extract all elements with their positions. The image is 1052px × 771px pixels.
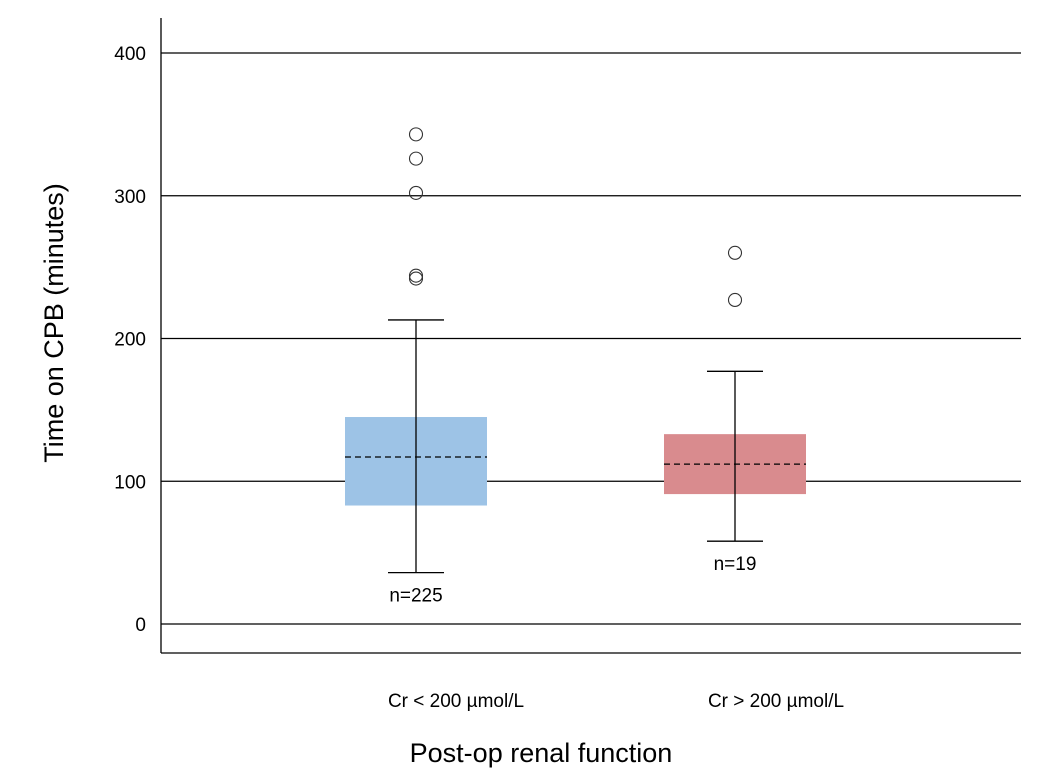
box-group-1: n=225 — [345, 127, 487, 607]
outlier-point — [408, 151, 424, 166]
box-group-2: n=19 — [664, 245, 806, 575]
outlier-point — [408, 268, 424, 283]
y-tick-label: 400 — [114, 44, 146, 65]
y-axis-title: Time on CPB (minutes) — [39, 183, 69, 463]
axes — [160, 18, 1021, 654]
outlier-point — [727, 292, 743, 308]
category-label: Cr > 200 µmol/L — [708, 691, 844, 712]
x-axis-title: Post-op renal function — [410, 738, 673, 768]
outlier-point — [408, 271, 424, 286]
n-label: n=19 — [714, 554, 757, 575]
category-label: Cr < 200 µmol/L — [388, 691, 524, 712]
outlier-point — [727, 245, 743, 260]
y-tick-label: 200 — [114, 330, 146, 351]
outlier-point — [408, 127, 424, 142]
y-tick-label: 300 — [114, 187, 146, 208]
y-tick-label: 100 — [114, 472, 146, 493]
y-tick-labels: 0 100 200 300 400 — [114, 44, 146, 636]
n-label: n=225 — [389, 586, 442, 607]
category-labels: Cr < 200 µmol/L Cr > 200 µmol/L — [388, 691, 844, 712]
y-tick-label: 0 — [135, 615, 146, 636]
gridlines — [161, 52, 1021, 625]
boxes: n=225 n=19 — [345, 127, 806, 607]
outlier-point — [408, 185, 424, 200]
